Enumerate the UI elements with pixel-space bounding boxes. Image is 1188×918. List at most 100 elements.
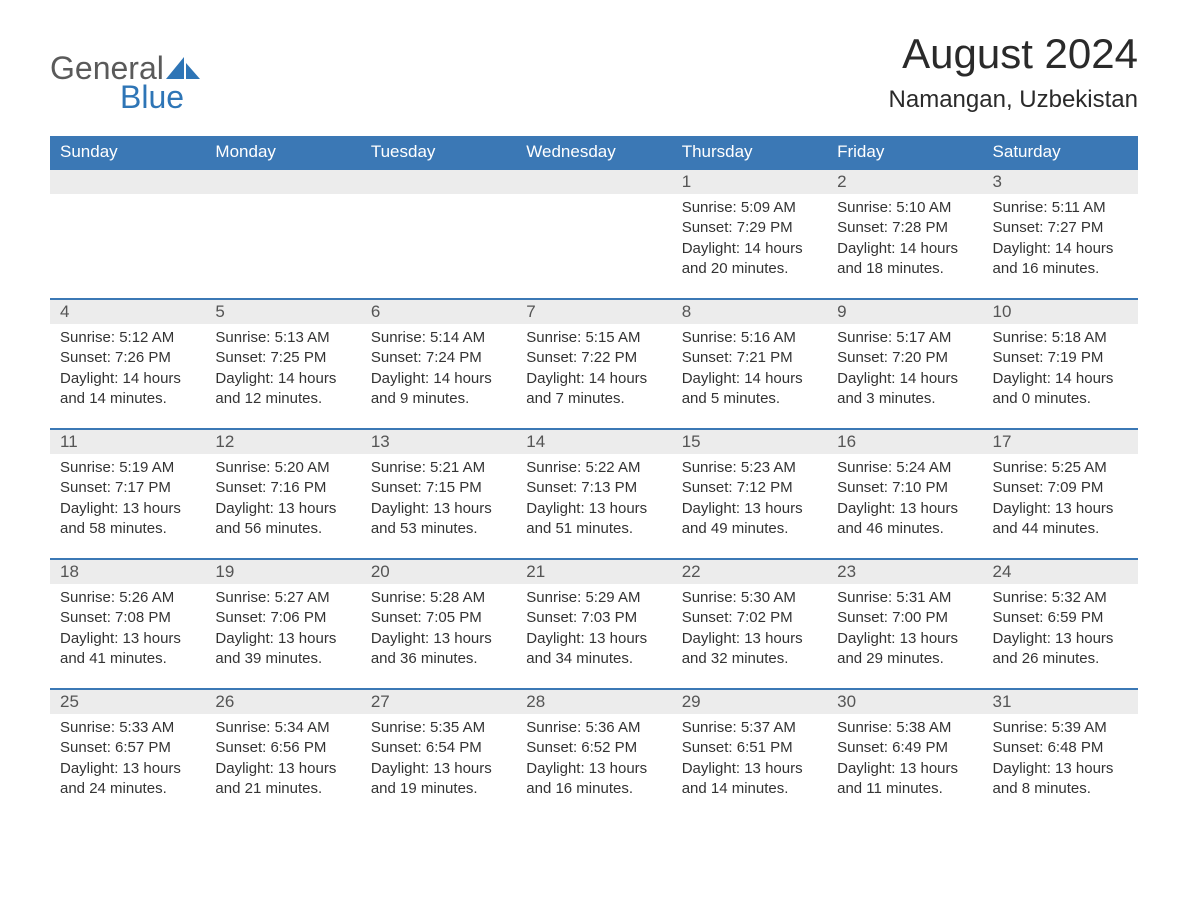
- day-number: 18: [50, 560, 205, 584]
- daylight-text: Daylight: 13 hours and 24 minutes.: [60, 759, 195, 800]
- sunset-text: Sunset: 7:20 PM: [837, 348, 972, 368]
- daylight-text: Daylight: 13 hours and 41 minutes.: [60, 629, 195, 670]
- daylight-text: Daylight: 14 hours and 16 minutes.: [993, 239, 1128, 280]
- day-details: Sunrise: 5:20 AMSunset: 7:16 PMDaylight:…: [205, 454, 360, 549]
- day-details: Sunrise: 5:15 AMSunset: 7:22 PMDaylight:…: [516, 324, 671, 419]
- sunset-text: Sunset: 7:17 PM: [60, 478, 195, 498]
- calendar-cell: 7Sunrise: 5:15 AMSunset: 7:22 PMDaylight…: [516, 300, 671, 428]
- location-subtitle: Namangan, Uzbekistan: [889, 86, 1138, 114]
- day-number: 4: [50, 300, 205, 324]
- sunset-text: Sunset: 7:16 PM: [215, 478, 350, 498]
- calendar-cell: 5Sunrise: 5:13 AMSunset: 7:25 PMDaylight…: [205, 300, 360, 428]
- day-number: 30: [827, 690, 982, 714]
- sunset-text: Sunset: 7:22 PM: [526, 348, 661, 368]
- day-details: Sunrise: 5:09 AMSunset: 7:29 PMDaylight:…: [672, 194, 827, 289]
- sunrise-text: Sunrise: 5:19 AM: [60, 458, 195, 478]
- daylight-text: Daylight: 13 hours and 16 minutes.: [526, 759, 661, 800]
- day-details: Sunrise: 5:32 AMSunset: 6:59 PMDaylight:…: [983, 584, 1138, 679]
- day-header: Friday: [827, 136, 982, 168]
- sunrise-text: Sunrise: 5:25 AM: [993, 458, 1128, 478]
- day-details: Sunrise: 5:30 AMSunset: 7:02 PMDaylight:…: [672, 584, 827, 679]
- day-number: 1: [672, 170, 827, 194]
- sunrise-text: Sunrise: 5:20 AM: [215, 458, 350, 478]
- day-details: Sunrise: 5:29 AMSunset: 7:03 PMDaylight:…: [516, 584, 671, 679]
- day-number: [205, 170, 360, 194]
- sunset-text: Sunset: 7:29 PM: [682, 218, 817, 238]
- sunset-text: Sunset: 7:05 PM: [371, 608, 506, 628]
- calendar-week: 18Sunrise: 5:26 AMSunset: 7:08 PMDayligh…: [50, 558, 1138, 688]
- day-details: Sunrise: 5:33 AMSunset: 6:57 PMDaylight:…: [50, 714, 205, 809]
- day-details: Sunrise: 5:38 AMSunset: 6:49 PMDaylight:…: [827, 714, 982, 809]
- calendar-cell: 26Sunrise: 5:34 AMSunset: 6:56 PMDayligh…: [205, 690, 360, 818]
- day-number: 6: [361, 300, 516, 324]
- calendar-cell: 24Sunrise: 5:32 AMSunset: 6:59 PMDayligh…: [983, 560, 1138, 688]
- day-number: 14: [516, 430, 671, 454]
- day-details: Sunrise: 5:35 AMSunset: 6:54 PMDaylight:…: [361, 714, 516, 809]
- day-header: Monday: [205, 136, 360, 168]
- sunset-text: Sunset: 7:12 PM: [682, 478, 817, 498]
- calendar-cell: 10Sunrise: 5:18 AMSunset: 7:19 PMDayligh…: [983, 300, 1138, 428]
- sunset-text: Sunset: 7:03 PM: [526, 608, 661, 628]
- calendar-cell: [50, 170, 205, 298]
- daylight-text: Daylight: 13 hours and 21 minutes.: [215, 759, 350, 800]
- calendar-cell: 23Sunrise: 5:31 AMSunset: 7:00 PMDayligh…: [827, 560, 982, 688]
- sunset-text: Sunset: 7:27 PM: [993, 218, 1128, 238]
- calendar-cell: 27Sunrise: 5:35 AMSunset: 6:54 PMDayligh…: [361, 690, 516, 818]
- calendar-cell: 1Sunrise: 5:09 AMSunset: 7:29 PMDaylight…: [672, 170, 827, 298]
- day-details: Sunrise: 5:13 AMSunset: 7:25 PMDaylight:…: [205, 324, 360, 419]
- calendar-week: 11Sunrise: 5:19 AMSunset: 7:17 PMDayligh…: [50, 428, 1138, 558]
- day-number: 20: [361, 560, 516, 584]
- sunset-text: Sunset: 6:56 PM: [215, 738, 350, 758]
- day-details: Sunrise: 5:24 AMSunset: 7:10 PMDaylight:…: [827, 454, 982, 549]
- sunset-text: Sunset: 7:02 PM: [682, 608, 817, 628]
- daylight-text: Daylight: 13 hours and 49 minutes.: [682, 499, 817, 540]
- daylight-text: Daylight: 13 hours and 36 minutes.: [371, 629, 506, 670]
- calendar-cell: 19Sunrise: 5:27 AMSunset: 7:06 PMDayligh…: [205, 560, 360, 688]
- day-details: Sunrise: 5:22 AMSunset: 7:13 PMDaylight:…: [516, 454, 671, 549]
- sunset-text: Sunset: 6:48 PM: [993, 738, 1128, 758]
- sunset-text: Sunset: 7:13 PM: [526, 478, 661, 498]
- calendar-cell: 16Sunrise: 5:24 AMSunset: 7:10 PMDayligh…: [827, 430, 982, 558]
- calendar-cell: 3Sunrise: 5:11 AMSunset: 7:27 PMDaylight…: [983, 170, 1138, 298]
- day-header: Sunday: [50, 136, 205, 168]
- calendar-cell: 15Sunrise: 5:23 AMSunset: 7:12 PMDayligh…: [672, 430, 827, 558]
- day-number: 9: [827, 300, 982, 324]
- day-number: [361, 170, 516, 194]
- daylight-text: Daylight: 13 hours and 39 minutes.: [215, 629, 350, 670]
- calendar-header-row: SundayMondayTuesdayWednesdayThursdayFrid…: [50, 136, 1138, 168]
- daylight-text: Daylight: 13 hours and 14 minutes.: [682, 759, 817, 800]
- calendar-body: 1Sunrise: 5:09 AMSunset: 7:29 PMDaylight…: [50, 168, 1138, 818]
- day-details: Sunrise: 5:39 AMSunset: 6:48 PMDaylight:…: [983, 714, 1138, 809]
- daylight-text: Daylight: 13 hours and 46 minutes.: [837, 499, 972, 540]
- sunset-text: Sunset: 6:52 PM: [526, 738, 661, 758]
- sunrise-text: Sunrise: 5:22 AM: [526, 458, 661, 478]
- day-number: 7: [516, 300, 671, 324]
- day-header: Saturday: [983, 136, 1138, 168]
- sunrise-text: Sunrise: 5:13 AM: [215, 328, 350, 348]
- calendar-cell: [361, 170, 516, 298]
- daylight-text: Daylight: 13 hours and 44 minutes.: [993, 499, 1128, 540]
- calendar-cell: 11 Sunrise: 5:19 AMSunset: 7:17 PMDayligh…: [50, 430, 205, 558]
- calendar-week: 4Sunrise: 5:12 AMSunset: 7:26 PMDaylight…: [50, 298, 1138, 428]
- title-block: August 2024 Namangan, Uzbekistan: [889, 30, 1138, 114]
- daylight-text: Daylight: 13 hours and 58 minutes.: [60, 499, 195, 540]
- daylight-text: Daylight: 13 hours and 8 minutes.: [993, 759, 1128, 800]
- daylight-text: Daylight: 13 hours and 51 minutes.: [526, 499, 661, 540]
- day-number: 13: [361, 430, 516, 454]
- day-details: Sunrise: 5:36 AMSunset: 6:52 PMDaylight:…: [516, 714, 671, 809]
- sunrise-text: Sunrise: 5:26 AM: [60, 588, 195, 608]
- calendar-week: 25Sunrise: 5:33 AMSunset: 6:57 PMDayligh…: [50, 688, 1138, 818]
- calendar-cell: 30Sunrise: 5:38 AMSunset: 6:49 PMDayligh…: [827, 690, 982, 818]
- day-number: 11: [50, 430, 205, 454]
- daylight-text: Daylight: 14 hours and 0 minutes.: [993, 369, 1128, 410]
- day-details: Sunrise: 5:34 AMSunset: 6:56 PMDaylight:…: [205, 714, 360, 809]
- day-details: Sunrise: 5:17 AMSunset: 7:20 PMDaylight:…: [827, 324, 982, 419]
- day-number: 19: [205, 560, 360, 584]
- day-number: 31: [983, 690, 1138, 714]
- sunrise-text: Sunrise: 5:12 AM: [60, 328, 195, 348]
- day-number: 3: [983, 170, 1138, 194]
- page-title: August 2024: [889, 30, 1138, 78]
- calendar-cell: 18Sunrise: 5:26 AMSunset: 7:08 PMDayligh…: [50, 560, 205, 688]
- day-number: 26: [205, 690, 360, 714]
- sunrise-text: Sunrise: 5:14 AM: [371, 328, 506, 348]
